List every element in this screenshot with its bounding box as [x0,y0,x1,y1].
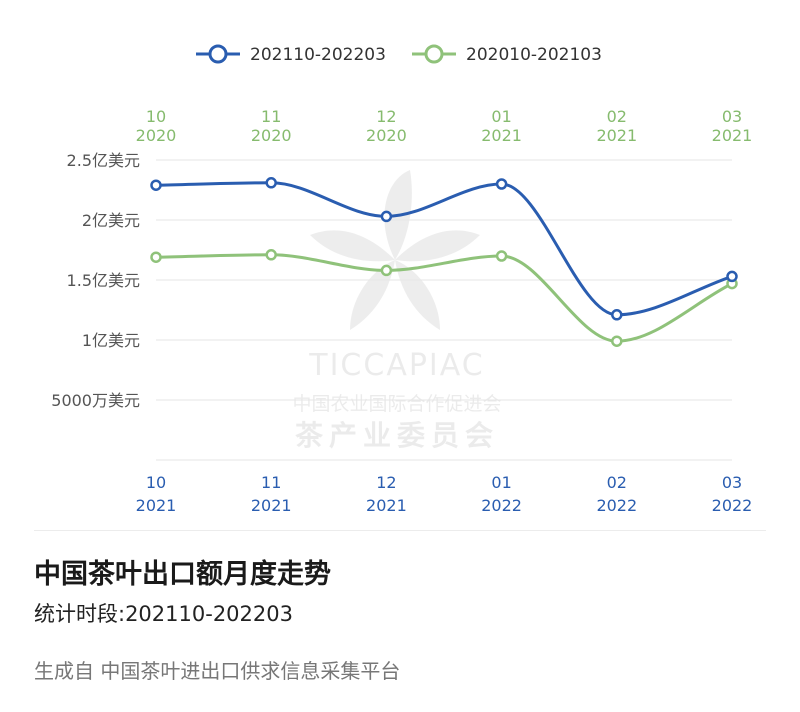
data-point [265,177,277,189]
x-tick-year: 2021 [251,496,292,515]
y-tick-label: 2.5亿美元 [67,151,140,170]
legend-label: 202110-202203 [250,45,386,65]
x-axis-bottom: 10 2021 11 2021 12 2021 01 2022 02 2022 03 2022 [136,473,753,515]
data-point [611,309,623,321]
legend-marker-icon [424,44,444,64]
watermark: TICCAPIAC 中国农业国际合作促进会 茶产业委员会 [292,170,502,452]
x-tick-month: 01 [491,107,511,126]
x-tick-year: 2022 [712,496,753,515]
x-tick-year: 2022 [596,496,637,515]
data-point [495,250,508,262]
x-tick-year: 2020 [136,126,177,145]
x-tick-month: 11 [261,473,281,492]
data-point [265,249,277,261]
legend-marker-icon [208,44,228,64]
data-point [380,264,393,277]
y-tick-label: 1亿美元 [82,331,140,350]
x-tick-month: 03 [722,473,742,492]
y-tick-label: 5000万美元 [51,391,140,410]
x-tick-month: 12 [376,107,396,126]
x-tick-year: 2020 [366,126,407,145]
y-axis: 2.5亿美元 2亿美元 1.5亿美元 1亿美元 5000万美元 [51,151,140,410]
x-tick-year: 2021 [596,126,637,145]
legend: 202110-202203 202010-202103 [196,44,602,65]
leaf-logo-icon [310,170,480,330]
watermark-committee: 茶产业委员会 [295,419,499,452]
x-tick-year: 2021 [136,496,177,515]
series-line [154,253,734,343]
data-point [726,270,738,283]
x-tick-month: 03 [722,107,742,126]
x-tick-month: 11 [261,107,281,126]
y-tick-label: 2亿美元 [82,211,140,230]
x-tick-month: 10 [146,107,166,126]
data-point [150,179,162,191]
series-group [150,177,738,347]
data-point [150,251,162,263]
x-tick-month: 02 [607,107,627,126]
chart-title: 中国茶叶出口额月度走势 [34,559,331,590]
chart-period: 统计时段:202110-202203 [34,602,293,626]
watermark-org: 中国农业国际合作促进会 [292,393,501,415]
data-point [495,178,508,190]
x-tick-month: 01 [491,473,511,492]
x-tick-year: 2022 [481,496,522,515]
x-tick-month: 12 [376,473,396,492]
x-tick-year: 2021 [366,496,407,515]
legend-label: 202010-202103 [466,45,602,65]
watermark-brand: TICCAPIAC [308,348,484,383]
x-tick-month: 10 [146,473,166,492]
data-point [380,210,393,223]
x-tick-year: 2020 [251,126,292,145]
line-chart: TICCAPIAC 中国农业国际合作促进会 茶产业委员会 2.5亿美元 2亿美元 1… [51,44,753,515]
chart-source: 生成自 中国茶叶进出口供求信息采集平台 [34,659,401,683]
divider [34,530,766,531]
data-point [611,335,623,347]
x-tick-year: 2021 [712,126,753,145]
x-tick-month: 02 [607,473,627,492]
grid-lines [156,159,732,461]
y-tick-label: 1.5亿美元 [67,271,140,290]
x-tick-year: 2021 [481,126,522,145]
